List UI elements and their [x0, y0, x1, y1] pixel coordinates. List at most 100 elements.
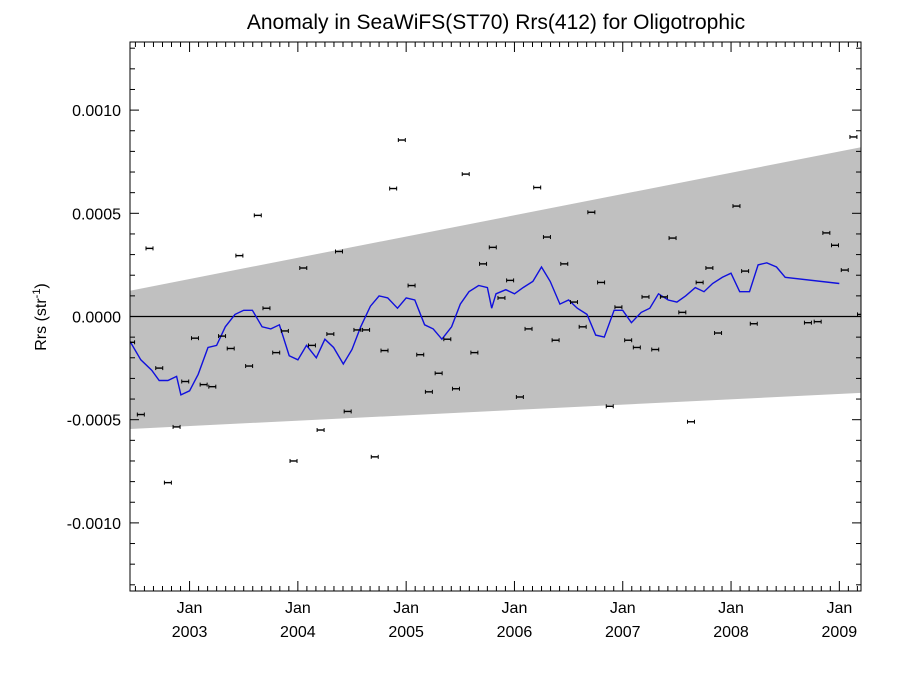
data-point	[451, 386, 460, 391]
y-tick-label: 0.0010	[72, 103, 121, 120]
data-point	[587, 210, 596, 215]
data-point	[299, 265, 308, 270]
data-point	[353, 327, 362, 332]
data-point	[262, 306, 271, 311]
y-tick-label: -0.0010	[67, 516, 121, 533]
data-point	[253, 213, 262, 218]
data-point	[597, 280, 606, 285]
data-point	[145, 246, 154, 251]
data-point	[362, 327, 371, 332]
x-tick-label-month: Jan	[393, 600, 419, 617]
data-point	[732, 204, 741, 209]
data-point	[289, 458, 298, 463]
data-point	[307, 343, 316, 348]
x-tick-label-year: 2003	[172, 624, 208, 641]
x-tick-label-year: 2008	[713, 624, 749, 641]
data-point	[560, 261, 569, 266]
data-point	[749, 321, 758, 326]
data-point	[533, 185, 542, 190]
data-point	[813, 319, 822, 324]
data-point	[130, 340, 136, 345]
data-point	[578, 324, 587, 329]
x-tick-label-month: Jan	[502, 600, 528, 617]
data-point	[397, 138, 406, 143]
uncertainty-band	[130, 147, 861, 429]
data-point	[803, 320, 812, 325]
x-tick-label-year: 2006	[497, 624, 533, 641]
plot-area	[130, 134, 861, 485]
data-point	[272, 350, 281, 355]
y-tick-label: 0.0005	[72, 206, 121, 223]
data-point	[389, 186, 398, 191]
data-point	[515, 394, 524, 399]
data-point	[470, 350, 479, 355]
data-point	[714, 331, 723, 336]
y-axis-label-sup: -1	[31, 289, 43, 299]
data-point	[570, 300, 579, 305]
data-point	[831, 243, 840, 248]
data-point	[190, 336, 199, 341]
data-point	[624, 338, 633, 343]
data-point	[659, 294, 668, 299]
data-point	[181, 379, 190, 384]
data-point	[488, 245, 497, 250]
x-tick-label-year: 2004	[280, 624, 316, 641]
data-point	[497, 295, 506, 300]
data-point	[840, 268, 849, 273]
data-point	[370, 454, 379, 459]
data-point	[434, 371, 443, 376]
data-point	[678, 310, 687, 315]
data-point	[741, 269, 750, 274]
data-point	[208, 384, 217, 389]
x-tick-label-month: Jan	[610, 600, 636, 617]
y-tick-label: -0.0005	[67, 413, 121, 430]
x-tick-label-month: Jan	[826, 600, 852, 617]
x-tick-label-year: 2007	[605, 624, 641, 641]
data-point	[235, 253, 244, 258]
x-tick-label-year: 2005	[388, 624, 424, 641]
data-point	[424, 389, 433, 394]
data-point	[335, 249, 344, 254]
data-point	[199, 382, 208, 387]
data-point	[632, 345, 641, 350]
x-tick-label-year: 2009	[822, 624, 858, 641]
x-tick-label-month: Jan	[285, 600, 311, 617]
plot-inner	[130, 134, 861, 485]
data-point	[551, 338, 560, 343]
data-point	[479, 261, 488, 266]
data-point	[849, 134, 858, 139]
data-point	[226, 346, 235, 351]
data-point	[686, 419, 695, 424]
x-tick-label-month: Jan	[177, 600, 203, 617]
data-point	[524, 326, 533, 331]
data-point	[280, 328, 289, 333]
data-point	[316, 428, 325, 433]
data-point	[380, 348, 389, 353]
data-point	[407, 283, 416, 288]
data-point	[155, 366, 164, 371]
data-point	[163, 480, 172, 485]
data-point	[343, 409, 352, 414]
data-point	[695, 280, 704, 285]
data-point	[651, 347, 660, 352]
series-line	[130, 262, 840, 396]
y-axis-label-text: Rrs (str	[33, 298, 50, 351]
data-point	[326, 332, 335, 337]
data-point	[245, 364, 254, 369]
data-point	[172, 424, 181, 429]
y-axis-label-suffix: )	[33, 283, 50, 288]
y-tick-label: 0.0000	[72, 310, 121, 327]
data-point	[614, 305, 623, 310]
data-point	[641, 294, 650, 299]
data-point	[461, 172, 470, 177]
data-point	[705, 265, 714, 270]
data-point	[822, 230, 831, 235]
data-point	[506, 278, 515, 283]
y-axis-label: Rrs (str-1)	[31, 283, 50, 351]
chart-title: Anomaly in SeaWiFS(ST70) Rrs(412) for Ol…	[247, 11, 745, 34]
data-point	[668, 236, 677, 241]
data-point	[542, 235, 551, 240]
data-point	[416, 352, 425, 357]
data-point	[218, 334, 227, 339]
